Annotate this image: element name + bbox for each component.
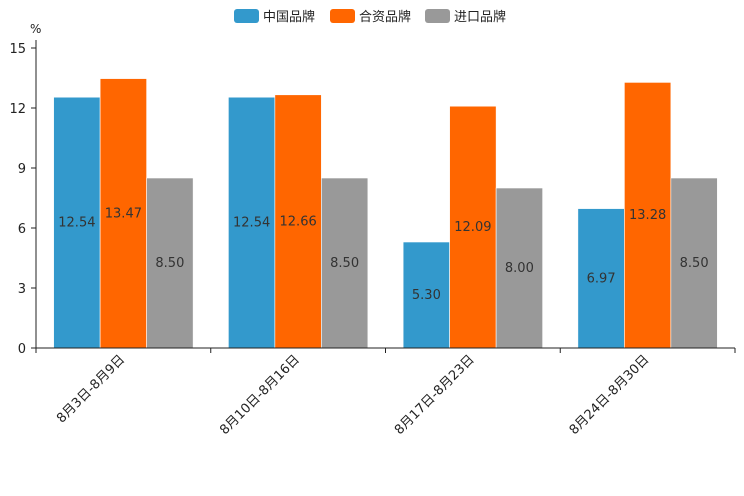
bar-2-3[interactable] — [449, 105, 497, 349]
bar-1-4[interactable] — [577, 208, 625, 349]
bar-2-4[interactable] — [624, 82, 672, 349]
bar-1-2[interactable] — [228, 96, 276, 349]
y-tick-label: 12 — [9, 102, 26, 117]
x-category-label: 8月24日-8月30日 — [567, 352, 653, 438]
legend-label-3[interactable]: 进口品牌 — [454, 9, 506, 25]
legend: 中国品牌 合资品牌 进口品牌 — [234, 9, 506, 25]
y-tick-label: 0 — [18, 342, 26, 357]
bar-value-label: 12.54 — [58, 216, 95, 231]
bar-value-label: 6.97 — [587, 271, 616, 286]
bar-value-label: 12.09 — [454, 220, 491, 235]
bar-3-1[interactable] — [146, 177, 194, 349]
bar-value-label: 8.50 — [680, 256, 709, 271]
x-category-label: 8月10日-8月16日 — [217, 352, 303, 438]
x-axis: 8月3日-8月9日 8月10日-8月16日 8月17日-8月23日 8月24日-8月3… — [35, 347, 736, 438]
legend-swatch-2[interactable] — [330, 9, 355, 23]
bar-2-2[interactable] — [274, 94, 322, 349]
bar-value-label: 13.47 — [105, 206, 142, 221]
bars: 12.54 13.47 8.50 12.54 12.66 8.50 5.30 12.09 8.0… — [53, 78, 718, 349]
bar-value-label: 8.50 — [330, 256, 359, 271]
bar-value-label: 8.50 — [155, 256, 184, 271]
y-axis: 0 3 6 9 12 15 — [9, 40, 37, 357]
x-category-label: 8月17日-8月23日 — [392, 352, 478, 438]
legend-label-1[interactable]: 中国品牌 — [263, 9, 315, 25]
y-tick-label: 15 — [9, 42, 26, 57]
bar-value-label: 13.28 — [629, 208, 666, 223]
bar-2-1[interactable] — [99, 78, 147, 349]
bar-value-label: 5.30 — [412, 288, 441, 303]
bar-value-label: 12.66 — [280, 214, 317, 229]
legend-swatch-1[interactable] — [234, 9, 259, 23]
legend-label-2[interactable]: 合资品牌 — [359, 9, 411, 25]
bar-value-label: 12.54 — [233, 216, 270, 231]
bar-3-3[interactable] — [495, 187, 543, 349]
legend-swatch-3[interactable] — [425, 9, 450, 23]
y-tick-label: 3 — [18, 282, 26, 297]
y-tick-label: 9 — [18, 162, 26, 177]
x-category-label: 8月3日-8月9日 — [54, 352, 128, 426]
y-tick-label: 6 — [18, 222, 26, 237]
bar-3-2[interactable] — [321, 177, 369, 349]
bar-value-label: 8.00 — [505, 261, 534, 276]
y-axis-unit-label: % — [30, 22, 41, 36]
bar-3-4[interactable] — [670, 177, 718, 349]
